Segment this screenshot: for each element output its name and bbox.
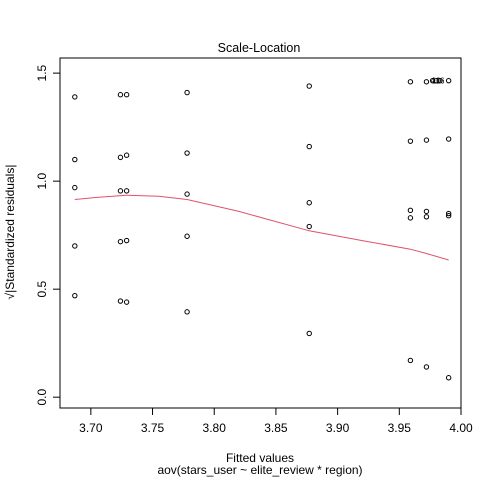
data-point — [72, 292, 78, 299]
data-point — [184, 89, 190, 96]
data-point — [306, 223, 312, 230]
x-tick-label: 3.90 — [326, 421, 350, 435]
data-point — [407, 79, 414, 85]
data-point — [423, 364, 430, 370]
data-point — [72, 156, 78, 163]
data-point — [306, 200, 312, 206]
data-point — [445, 77, 452, 84]
plot-area: 3.70 3.75 3.80 3.85 3.90 3.95 4.00 0.0 0.5 1.0 1.… — [35, 57, 473, 435]
data-point — [184, 191, 190, 197]
data-point — [433, 77, 440, 84]
x-tick-label: 3.80 — [203, 421, 227, 435]
data-point — [184, 233, 190, 239]
point-index-label: 16 — [436, 77, 445, 86]
x-tick-label: 3.70 — [79, 421, 103, 435]
data-point — [123, 152, 130, 158]
data-point — [445, 136, 452, 142]
data-point — [117, 298, 124, 304]
x-axis-label: Fitted values — [226, 451, 294, 465]
data-point — [445, 375, 452, 381]
chart-subtitle: aov(stars_user ~ elite_review * region) — [157, 463, 362, 477]
data-point — [407, 357, 414, 364]
y-tick-label: 0.0 — [35, 389, 49, 406]
x-tick-label: 4.00 — [449, 421, 473, 435]
residual-points — [72, 77, 452, 381]
data-point — [423, 208, 430, 215]
data-point — [123, 188, 130, 194]
data-point — [306, 83, 312, 89]
data-point — [429, 77, 436, 84]
data-point — [184, 150, 190, 156]
data-point — [445, 210, 452, 217]
plot-frame — [59, 57, 462, 409]
y-tick-label: 1.5 — [35, 64, 49, 81]
data-point — [117, 154, 124, 161]
data-point — [72, 184, 78, 191]
data-point — [306, 330, 312, 337]
data-point — [184, 309, 190, 315]
data-point — [123, 237, 130, 244]
data-point — [72, 94, 78, 100]
data-point — [117, 238, 124, 245]
x-axis: 3.70 3.75 3.80 3.85 3.90 3.95 4.00 — [79, 408, 473, 435]
data-point — [437, 77, 443, 84]
data-point — [407, 138, 414, 144]
data-point — [423, 214, 430, 220]
data-point — [407, 207, 414, 214]
x-tick-label: 3.85 — [264, 421, 288, 435]
data-point — [123, 299, 130, 305]
smoother-line — [74, 194, 449, 261]
y-tick-label: 0.5 — [35, 281, 49, 298]
data-point — [117, 92, 124, 98]
data-point — [407, 215, 414, 221]
y-axis-label: √|Standardized residuals| — [3, 165, 17, 300]
point-index-label: 4 — [430, 77, 435, 86]
data-point — [306, 143, 312, 150]
chart-title: Scale-Location — [218, 41, 301, 55]
y-tick-label: 1.0 — [35, 172, 49, 189]
point-index-label: 10 — [432, 77, 441, 86]
data-point — [72, 243, 78, 249]
data-point — [123, 92, 130, 98]
y-axis: 0.0 0.5 1.0 1.5 — [35, 64, 60, 406]
x-tick-label: 3.95 — [388, 421, 412, 435]
data-point — [445, 213, 452, 219]
x-tick-label: 3.75 — [141, 421, 165, 435]
data-point — [117, 188, 124, 194]
data-point — [423, 79, 430, 85]
data-point — [423, 137, 430, 143]
